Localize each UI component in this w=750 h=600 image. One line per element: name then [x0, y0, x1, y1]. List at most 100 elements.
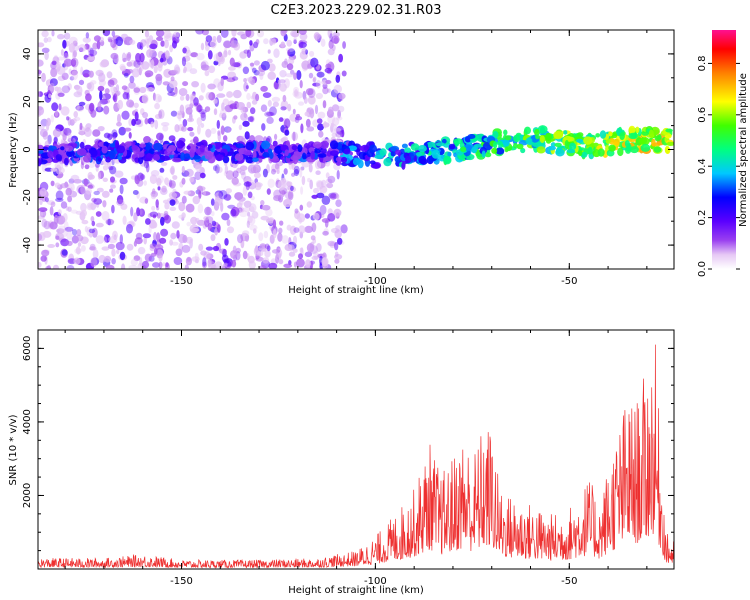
heatmap-cell [298, 41, 307, 49]
heatmap-cell [213, 52, 223, 63]
heatmap-cell [280, 190, 286, 196]
heatmap-cell [145, 153, 153, 162]
heatmap-cell [159, 57, 164, 63]
y-tick-label: 0 [22, 146, 33, 152]
heatmap-cell [115, 36, 124, 47]
heatmap-cell [149, 243, 157, 249]
heatmap-cell [282, 94, 287, 103]
heatmap-cell [156, 232, 161, 242]
heatmap-cell [63, 127, 72, 136]
heatmap-cell [98, 254, 106, 264]
heatmap-cell [186, 221, 191, 227]
heatmap-cell [416, 152, 422, 157]
heatmap-cell [41, 218, 48, 228]
heatmap-cell [108, 166, 114, 171]
heatmap-cell [250, 166, 259, 174]
x-tick-label: -100 [364, 276, 387, 287]
heatmap-cell [195, 164, 202, 172]
heatmap-cell [536, 146, 546, 154]
heatmap-cell [135, 52, 142, 63]
heatmap-cell [44, 51, 49, 61]
heatmap-cell [170, 165, 175, 176]
heatmap-cell [258, 157, 263, 163]
heatmap-cell [236, 167, 242, 174]
heatmap-cell [249, 40, 253, 46]
heatmap-cell [73, 179, 82, 184]
heatmap-cell [71, 229, 78, 236]
heatmap-cell [83, 178, 89, 187]
heatmap-cell [223, 40, 232, 48]
heatmap-cell [428, 155, 434, 163]
heatmap-cell [305, 88, 314, 96]
heatmap-cell [169, 44, 174, 53]
heatmap-cell [54, 110, 59, 117]
heatmap-cell [210, 127, 217, 134]
heatmap-cell [38, 70, 42, 75]
heatmap-cell [152, 221, 158, 229]
heatmap-cell [252, 150, 257, 159]
heatmap-cell [171, 241, 179, 246]
heatmap-cell [266, 245, 271, 252]
heatmap-cell [326, 182, 334, 189]
heatmap-cell [335, 225, 342, 231]
heatmap-cell [208, 65, 216, 74]
heatmap-cell [38, 158, 42, 167]
y-tick-label: 2000 [22, 483, 33, 508]
heatmap-cell [88, 228, 96, 234]
heatmap-cell [156, 36, 164, 41]
heatmap-cell [201, 261, 208, 269]
heatmap-cell [77, 242, 82, 247]
heatmap-cell [93, 190, 100, 196]
heatmap-cell [196, 104, 203, 113]
heatmap-cell [211, 220, 217, 227]
heatmap-cell [617, 147, 624, 157]
heatmap-cell [266, 188, 271, 195]
heatmap-cell [70, 58, 77, 67]
heatmap-cell [597, 148, 605, 157]
heatmap-cell [162, 199, 170, 204]
heatmap-cell [146, 87, 155, 92]
heatmap-cell [481, 150, 486, 158]
heatmap-cell [195, 30, 204, 35]
heatmap-cell [231, 30, 237, 37]
heatmap-cell [244, 131, 250, 140]
heatmap-cell [115, 90, 121, 96]
heatmap-cell [92, 249, 99, 259]
heatmap-cell [624, 140, 630, 148]
heatmap-cell [311, 255, 319, 261]
heatmap-cell [47, 150, 54, 159]
heatmap-cell [85, 93, 92, 102]
heatmap-cell [342, 41, 346, 49]
heatmap-cell [410, 143, 420, 151]
heatmap-cell [160, 40, 165, 47]
heatmap-cell [321, 179, 327, 188]
heatmap-cell [57, 209, 62, 216]
heatmap-cell [545, 132, 552, 142]
heatmap-cell [260, 247, 267, 253]
heatmap-cell [312, 82, 321, 87]
heatmap-cell [563, 130, 568, 135]
heatmap-cell [117, 99, 124, 110]
heatmap-cell [287, 244, 295, 252]
heatmap-cell [338, 53, 343, 63]
heatmap-cell [140, 61, 144, 72]
heatmap-cell [141, 94, 149, 104]
heatmap-cell [213, 108, 218, 116]
heatmap-cell [55, 164, 62, 175]
heatmap-cell [537, 125, 548, 134]
heatmap-cell [149, 174, 157, 185]
heatmap-cell [304, 225, 314, 233]
heatmap-cell [181, 56, 187, 67]
heatmap-cell [316, 79, 321, 89]
heatmap-cell [206, 206, 211, 215]
heatmap-cell [223, 50, 228, 58]
heatmap-cell [298, 101, 305, 106]
heatmap-cell [121, 85, 128, 90]
heatmap-cell [88, 184, 95, 189]
heatmap-cell [595, 133, 601, 138]
heatmap-cell [292, 235, 298, 245]
heatmap-cell [180, 152, 186, 161]
x-tick-label: -150 [170, 576, 193, 587]
heatmap-cell [327, 88, 331, 93]
heatmap-cell [293, 165, 300, 175]
